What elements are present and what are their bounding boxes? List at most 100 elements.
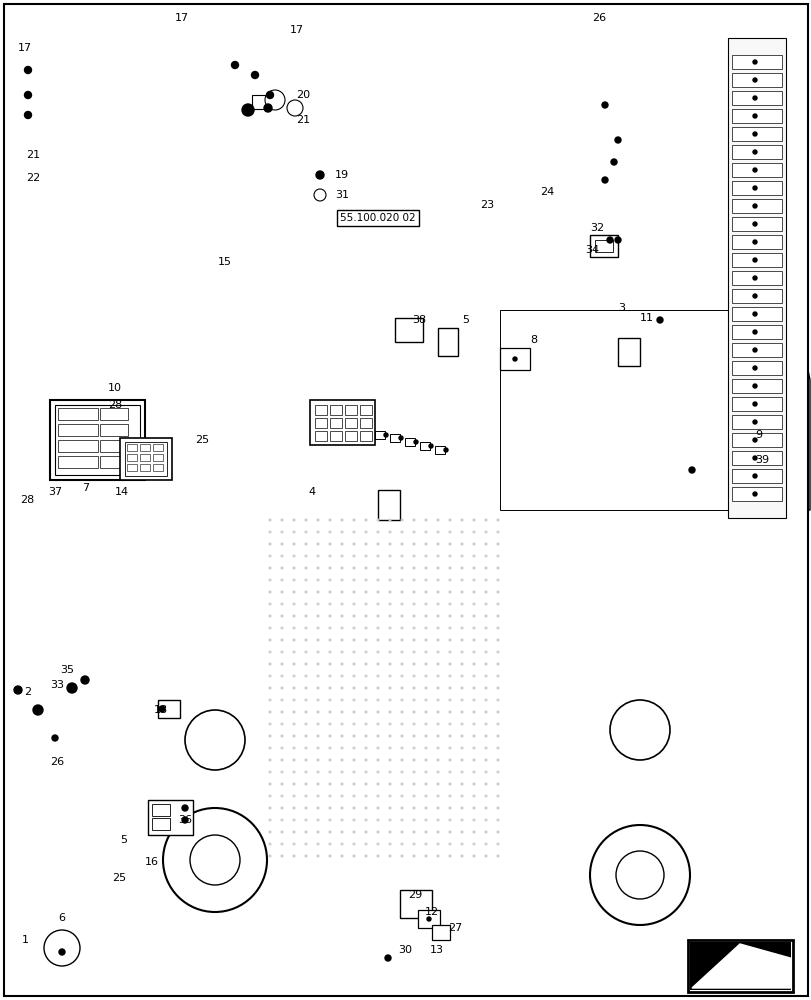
Circle shape xyxy=(496,711,498,713)
Circle shape xyxy=(436,615,438,617)
Circle shape xyxy=(436,699,438,701)
Circle shape xyxy=(752,420,756,424)
Circle shape xyxy=(317,735,319,737)
Circle shape xyxy=(353,819,354,821)
Circle shape xyxy=(190,835,240,885)
Circle shape xyxy=(341,747,342,749)
Circle shape xyxy=(485,663,487,665)
Circle shape xyxy=(305,795,307,797)
Circle shape xyxy=(293,591,294,593)
Circle shape xyxy=(473,759,474,761)
Circle shape xyxy=(328,759,330,761)
Circle shape xyxy=(388,579,390,581)
Circle shape xyxy=(269,759,270,761)
Circle shape xyxy=(269,711,270,713)
Text: 17: 17 xyxy=(175,13,189,23)
Circle shape xyxy=(353,723,354,725)
Circle shape xyxy=(269,699,270,701)
Text: 28: 28 xyxy=(108,400,122,410)
Text: 5: 5 xyxy=(120,835,127,845)
Circle shape xyxy=(427,917,431,921)
Circle shape xyxy=(448,579,450,581)
Circle shape xyxy=(485,843,487,845)
Circle shape xyxy=(281,711,282,713)
Circle shape xyxy=(448,639,450,641)
Circle shape xyxy=(59,949,65,955)
Text: 25: 25 xyxy=(112,873,126,883)
Circle shape xyxy=(448,567,450,569)
Circle shape xyxy=(293,627,294,629)
Circle shape xyxy=(401,807,402,809)
Circle shape xyxy=(425,807,427,809)
Circle shape xyxy=(388,747,390,749)
Circle shape xyxy=(281,627,282,629)
Circle shape xyxy=(752,366,756,370)
Bar xyxy=(731,199,781,213)
Text: 25: 25 xyxy=(195,435,209,445)
Circle shape xyxy=(425,651,427,653)
Circle shape xyxy=(328,831,330,833)
Circle shape xyxy=(752,60,756,64)
Circle shape xyxy=(413,519,414,521)
Circle shape xyxy=(614,137,620,143)
Circle shape xyxy=(353,735,354,737)
Circle shape xyxy=(485,747,487,749)
Circle shape xyxy=(425,531,427,533)
Text: 7: 7 xyxy=(82,483,89,493)
Circle shape xyxy=(401,519,402,521)
Circle shape xyxy=(610,159,616,165)
Circle shape xyxy=(67,683,77,693)
Circle shape xyxy=(328,699,330,701)
Circle shape xyxy=(384,433,388,437)
Circle shape xyxy=(317,519,319,521)
Circle shape xyxy=(485,639,487,641)
Circle shape xyxy=(281,723,282,725)
Circle shape xyxy=(413,675,414,677)
Circle shape xyxy=(485,699,487,701)
Bar xyxy=(731,181,781,195)
Bar xyxy=(731,469,781,483)
Circle shape xyxy=(293,651,294,653)
Circle shape xyxy=(496,639,498,641)
Bar xyxy=(594,240,612,252)
Circle shape xyxy=(281,675,282,677)
Circle shape xyxy=(485,651,487,653)
Text: 38: 38 xyxy=(411,315,426,325)
Circle shape xyxy=(436,807,438,809)
Circle shape xyxy=(317,723,319,725)
Circle shape xyxy=(328,675,330,677)
Circle shape xyxy=(317,771,319,773)
Circle shape xyxy=(485,831,487,833)
Circle shape xyxy=(401,723,402,725)
Circle shape xyxy=(353,699,354,701)
Circle shape xyxy=(461,627,462,629)
Circle shape xyxy=(305,831,307,833)
Circle shape xyxy=(485,603,487,605)
Bar xyxy=(389,434,400,442)
Circle shape xyxy=(365,675,367,677)
Circle shape xyxy=(752,222,756,226)
Circle shape xyxy=(436,543,438,545)
Circle shape xyxy=(328,567,330,569)
Circle shape xyxy=(328,771,330,773)
Circle shape xyxy=(305,591,307,593)
Bar xyxy=(139,444,150,451)
Circle shape xyxy=(269,723,270,725)
Circle shape xyxy=(401,855,402,857)
Circle shape xyxy=(341,807,342,809)
Circle shape xyxy=(401,735,402,737)
Circle shape xyxy=(317,663,319,665)
Circle shape xyxy=(281,555,282,557)
Circle shape xyxy=(293,639,294,641)
Text: 5: 5 xyxy=(461,315,469,325)
Circle shape xyxy=(328,807,330,809)
Circle shape xyxy=(377,831,379,833)
Circle shape xyxy=(388,555,390,557)
Text: 26: 26 xyxy=(50,757,64,767)
Circle shape xyxy=(281,855,282,857)
Circle shape xyxy=(341,711,342,713)
Circle shape xyxy=(436,747,438,749)
Circle shape xyxy=(496,795,498,797)
Circle shape xyxy=(341,723,342,725)
Circle shape xyxy=(496,627,498,629)
